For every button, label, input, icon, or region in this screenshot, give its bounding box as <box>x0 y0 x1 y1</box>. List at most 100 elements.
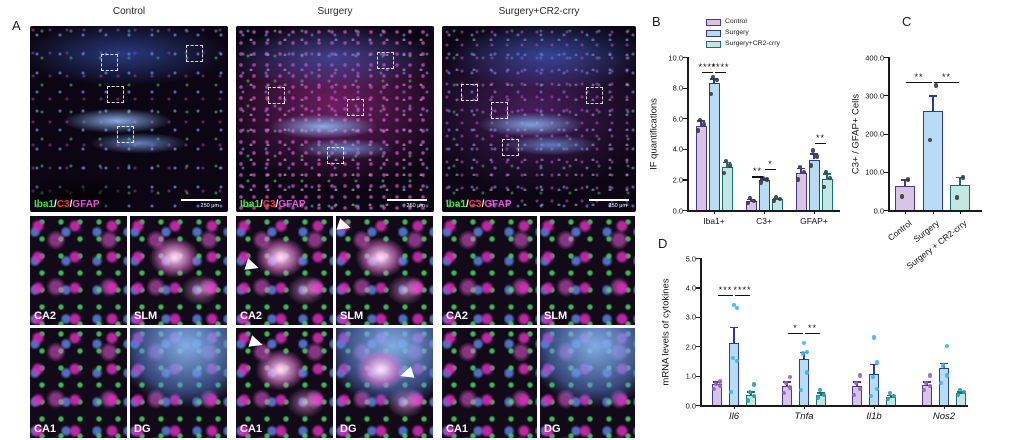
panel-b-chart: B 0.0 2.0 4.0 6.0 8.0 10.0 IF quantifications I… <box>640 8 875 243</box>
inset-region-label: DG <box>134 423 151 435</box>
y-tick <box>683 87 687 89</box>
data-point <box>734 358 740 364</box>
inset-region-label: CA1 <box>446 423 469 435</box>
inset-region-label: CA2 <box>240 310 263 322</box>
data-bar <box>799 359 809 405</box>
data-bar <box>950 184 970 210</box>
y-tick <box>696 346 700 348</box>
significance-stars: *** <box>718 284 733 295</box>
category-label: Il1b <box>866 411 882 422</box>
y-tick <box>683 57 687 59</box>
data-point <box>814 154 820 159</box>
data-point <box>874 360 880 365</box>
category-label: GFAP+ <box>800 216 828 226</box>
data-point <box>871 335 877 340</box>
significance-line <box>934 81 959 84</box>
data-bar <box>721 167 733 210</box>
error-bar <box>932 95 934 112</box>
inset-surgery+cr2-crry-ca1: CA1 <box>442 328 537 438</box>
significance-line <box>702 72 713 74</box>
data-point <box>853 380 859 386</box>
microscopy-image-surgery+cr2-crry: Iba1/C3/GFAP 250 μm <box>442 26 636 212</box>
significance-line <box>718 294 733 296</box>
error-bar-cap <box>887 395 895 397</box>
data-point <box>940 363 946 368</box>
legend-label: Control <box>725 18 747 25</box>
error-bar <box>800 167 802 174</box>
data-bar <box>771 199 783 210</box>
data-point <box>728 389 734 394</box>
data-point <box>961 389 967 394</box>
legend-item: Surgery <box>706 29 816 38</box>
data-point <box>944 344 950 349</box>
y-tick-label: 8.0 <box>672 83 683 93</box>
data-bar <box>808 159 820 210</box>
inset-texture-hot <box>236 328 333 438</box>
error-bar-cap <box>817 392 825 394</box>
data-point <box>787 374 793 380</box>
data-point <box>764 177 770 182</box>
data-bar <box>816 394 826 405</box>
stain-part: Iba1 <box>446 199 467 210</box>
data-bar <box>729 343 739 405</box>
significance-stars: **** <box>698 62 717 73</box>
y-tick <box>884 133 888 135</box>
data-point <box>905 177 911 182</box>
inset-surgery+cr2-crry-ca2: CA2 <box>442 216 537 325</box>
panel-d-label: D <box>658 236 668 251</box>
y-tick-label: 2.0 <box>672 175 683 185</box>
y-tick <box>884 210 888 212</box>
inset-region-label: CA2 <box>34 310 57 322</box>
y-tick-label: 400.0 <box>865 53 884 62</box>
category-label: C3+ <box>756 216 772 226</box>
data-point <box>870 374 876 380</box>
stain-part: / <box>466 199 469 210</box>
roi-dashed-box <box>107 85 125 103</box>
significance-line <box>815 142 826 144</box>
inset-texture-hot <box>130 216 227 325</box>
data-point <box>711 386 717 392</box>
scale-bar-text: 250 μm <box>406 203 425 209</box>
inset-surgery-ca1: CA1 <box>236 328 333 438</box>
error-bar <box>713 78 715 83</box>
inset-region-label: SLM <box>544 310 568 322</box>
significance-line <box>752 176 763 178</box>
roi-dashed-box <box>490 102 508 120</box>
roi-dashed-box <box>585 87 603 105</box>
error-bar <box>959 177 961 185</box>
inset-control-ca2: CA2 <box>30 216 127 325</box>
error-bar <box>726 161 728 168</box>
data-point <box>758 180 764 185</box>
data-point <box>745 200 751 206</box>
legend-label: Surgery+CR2-crry <box>725 40 780 47</box>
data-point <box>815 395 821 400</box>
inset-control-slm: SLM <box>130 216 227 325</box>
legend-item: Control <box>706 18 816 27</box>
roi-dashed-box <box>101 53 119 71</box>
data-point <box>885 396 891 402</box>
significance-stars: * <box>793 322 798 333</box>
data-point <box>717 379 723 384</box>
y-axis-title: mRNA levels of cytokines <box>660 277 672 386</box>
inset-surgery-slm: SLM <box>336 216 433 325</box>
significance-line <box>765 168 776 170</box>
stain-part: / <box>260 199 263 210</box>
error-bar-cap <box>730 327 738 329</box>
inset-control-dg: DG <box>130 328 227 438</box>
panel-c-label: C <box>902 14 912 29</box>
stain-part: C3 <box>468 199 482 210</box>
scale-bar-text: 250 μm <box>200 203 219 209</box>
data-point <box>751 393 757 399</box>
y-tick-label: 0.0 <box>672 206 683 215</box>
data-point <box>730 355 736 361</box>
significance-line <box>735 294 750 296</box>
data-point <box>868 393 874 399</box>
panel-a-column-title: Control <box>112 6 146 17</box>
data-point <box>695 128 701 133</box>
data-bar <box>939 368 949 405</box>
x-tick <box>734 405 736 409</box>
stain-part: Iba1 <box>240 199 261 210</box>
significance-stars: * <box>768 158 773 169</box>
data-point <box>938 380 944 386</box>
error-bar-cap <box>823 173 831 175</box>
